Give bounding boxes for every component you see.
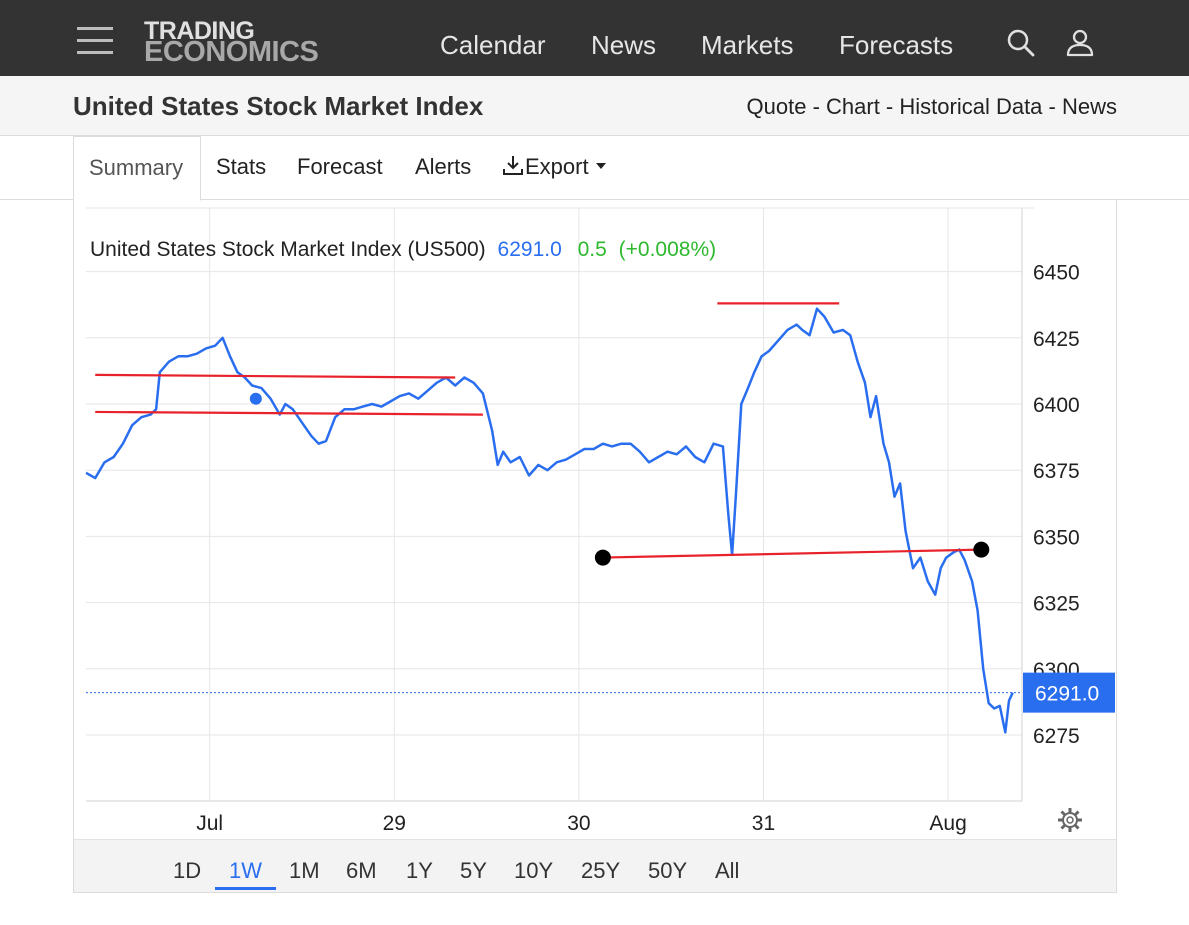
nav-link-markets[interactable]: Markets xyxy=(701,30,794,60)
last-value-badge xyxy=(1023,672,1115,713)
trend-marker xyxy=(249,392,262,405)
logo-line-1: TRADING xyxy=(144,17,255,45)
chart-header-change: 0.5 xyxy=(578,238,607,261)
range-5y[interactable]: 5Y xyxy=(460,858,487,883)
trend-marker xyxy=(973,541,990,558)
active-range-indicator xyxy=(215,887,276,890)
chart-header-price: 6291.0 xyxy=(498,238,562,261)
tab-stats[interactable]: Stats xyxy=(216,154,267,179)
range-6m[interactable]: 6M xyxy=(346,858,377,883)
nav-link-news[interactable]: News xyxy=(591,30,657,60)
tab-forecast[interactable]: Forecast xyxy=(297,154,383,179)
range-25y[interactable]: 25Y xyxy=(581,858,621,883)
range-1w[interactable]: 1W xyxy=(229,858,262,883)
range-1d[interactable]: 1D xyxy=(173,858,202,883)
page-title: United States Stock Market Index xyxy=(73,91,484,121)
sublink-separator: - xyxy=(879,94,900,119)
x-tick-label: 30 xyxy=(567,812,590,835)
sublink-quote[interactable]: Quote xyxy=(746,94,807,119)
download-icon xyxy=(503,156,523,175)
chart-header-name: United States Stock Market Index (US500) xyxy=(90,238,486,261)
x-tick-label: 31 xyxy=(752,812,775,835)
tab-summary-label: Summary xyxy=(89,155,184,180)
x-tick-label: 29 xyxy=(383,812,406,835)
y-tick-label: 6450 xyxy=(1033,262,1080,285)
sublink-historical-data[interactable]: Historical Data xyxy=(899,94,1043,119)
price-line-series xyxy=(85,307,1014,734)
y-tick-label: 6375 xyxy=(1033,460,1080,483)
search-icon[interactable] xyxy=(1006,28,1036,58)
nav-link-calendar[interactable]: Calendar xyxy=(440,30,546,60)
chart-header-change-pct: (+0.008%) xyxy=(619,238,716,261)
trendline xyxy=(95,410,483,416)
y-tick-label: 6425 xyxy=(1033,328,1080,351)
caret-down-icon xyxy=(595,163,606,169)
logo-line-2: ECONOMICS xyxy=(144,36,319,68)
sublink-chart[interactable]: Chart xyxy=(826,94,880,119)
y-tick-label: 6400 xyxy=(1033,394,1080,417)
tab-alerts[interactable]: Alerts xyxy=(415,154,472,179)
chart-grid xyxy=(86,207,1034,802)
range-10y[interactable]: 10Y xyxy=(514,858,554,883)
user-icon[interactable] xyxy=(1065,28,1095,58)
nav-link-forecasts[interactable]: Forecasts xyxy=(839,30,954,60)
range-all[interactable]: All xyxy=(715,858,740,883)
y-tick-label: 6275 xyxy=(1033,725,1080,748)
x-axis: Jul 29 30 31 Aug xyxy=(196,812,967,835)
sublink-news[interactable]: News xyxy=(1061,94,1117,119)
chart-panel: United States Stock Market Index (US500)… xyxy=(73,200,1117,893)
top-navbar: TRADING ECONOMICS Calendar News Markets … xyxy=(0,0,1189,76)
price-chart[interactable]: United States Stock Market Index (US500)… xyxy=(74,200,1118,840)
y-tick-label: 6350 xyxy=(1033,526,1080,549)
chart-header: United States Stock Market Index (US500)… xyxy=(90,238,716,261)
range-selector: 1D 1W 1M 6M 1Y 5Y 10Y 25Y 50Y All xyxy=(74,839,1116,892)
tabs-row: Summary Stats Forecast Alerts Export xyxy=(0,136,1189,201)
logo[interactable]: TRADING ECONOMICS xyxy=(144,17,319,68)
tab-summary[interactable]: Summary xyxy=(73,136,201,201)
sublink-separator: - xyxy=(1042,94,1062,119)
x-tick-label: Jul xyxy=(196,812,223,835)
y-tick-label: 6325 xyxy=(1033,593,1080,616)
range-1y[interactable]: 1Y xyxy=(406,858,433,883)
chart-settings-icon[interactable] xyxy=(1058,808,1082,832)
range-50y[interactable]: 50Y xyxy=(648,858,688,883)
trendlines xyxy=(95,302,982,559)
sublink-separator: - xyxy=(806,94,827,119)
last-value-label: 6291.0 xyxy=(1035,683,1099,706)
sub-navigation: Quote - Chart - Historical Data - News xyxy=(747,94,1117,120)
export-button[interactable]: Export xyxy=(501,153,607,180)
x-tick-label: Aug xyxy=(929,812,966,835)
title-bar: United States Stock Market Index Quote -… xyxy=(0,76,1189,136)
menu-icon[interactable] xyxy=(77,27,113,55)
trend-marker xyxy=(594,549,611,566)
range-1m[interactable]: 1M xyxy=(289,858,320,883)
export-label: Export xyxy=(525,154,589,179)
trendline xyxy=(95,373,456,379)
trendline xyxy=(602,548,982,559)
trend-markers xyxy=(249,392,990,566)
